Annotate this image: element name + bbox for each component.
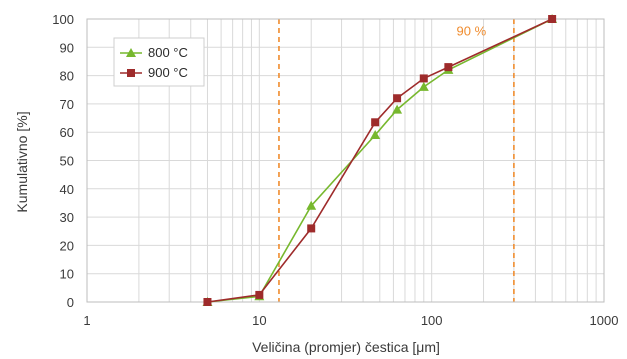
plot-frame [86, 18, 605, 303]
y-axis-title: Kumulativno [%] [14, 111, 30, 212]
legend-marker-900 [127, 69, 135, 77]
legend-box [113, 37, 205, 87]
y-tick-label: 0 [67, 295, 74, 310]
x-axis-ticks: 1 10 100 1000 [83, 313, 618, 328]
y-tick-label: 10 [60, 267, 74, 282]
reference-lines [278, 19, 515, 302]
data-point-0 [306, 200, 317, 210]
x-axis-title: Veličina (promjer) čestica [μm] [252, 339, 440, 355]
legend-marker-800 [126, 48, 136, 57]
data-point-0 [370, 130, 381, 139]
series-line-1 [207, 18, 553, 303]
series-layer [202, 14, 558, 306]
data-point-1 [419, 74, 428, 83]
annotation-label: 90 % [457, 23, 487, 38]
data-point-1 [371, 118, 380, 127]
data-point-0 [392, 104, 403, 114]
y-tick-label: 80 [60, 69, 74, 84]
annotations: 90 % [457, 23, 487, 38]
y-tick-label: 100 [52, 12, 74, 27]
plot-area-border [86, 18, 605, 303]
legend: 800 °C 900 °C [113, 37, 205, 87]
y-tick-label: 60 [60, 125, 74, 140]
y-tick-label: 90 [60, 40, 74, 55]
data-point-0 [418, 81, 429, 91]
y-tick-label: 50 [60, 154, 74, 169]
x-tick-label: 1 [83, 313, 90, 328]
legend-label-800: 800 °C [148, 45, 188, 60]
y-axis-ticks: 0 10 20 30 40 50 60 70 80 90 100 [52, 12, 74, 310]
legend-label-900: 900 °C [148, 65, 188, 80]
data-point-1 [203, 298, 212, 306]
y-tick-label: 70 [60, 97, 74, 112]
y-tick-label: 40 [60, 182, 74, 197]
data-point-1 [393, 94, 402, 103]
x-tick-label: 1000 [590, 313, 619, 328]
data-point-1 [255, 290, 264, 299]
x-tick-label: 100 [421, 313, 443, 328]
data-point-1 [307, 224, 316, 233]
data-point-1 [548, 15, 557, 23]
y-tick-label: 30 [60, 210, 74, 225]
x-tick-label: 10 [252, 313, 266, 328]
y-tick-label: 20 [60, 238, 74, 253]
data-point-1 [444, 63, 453, 72]
